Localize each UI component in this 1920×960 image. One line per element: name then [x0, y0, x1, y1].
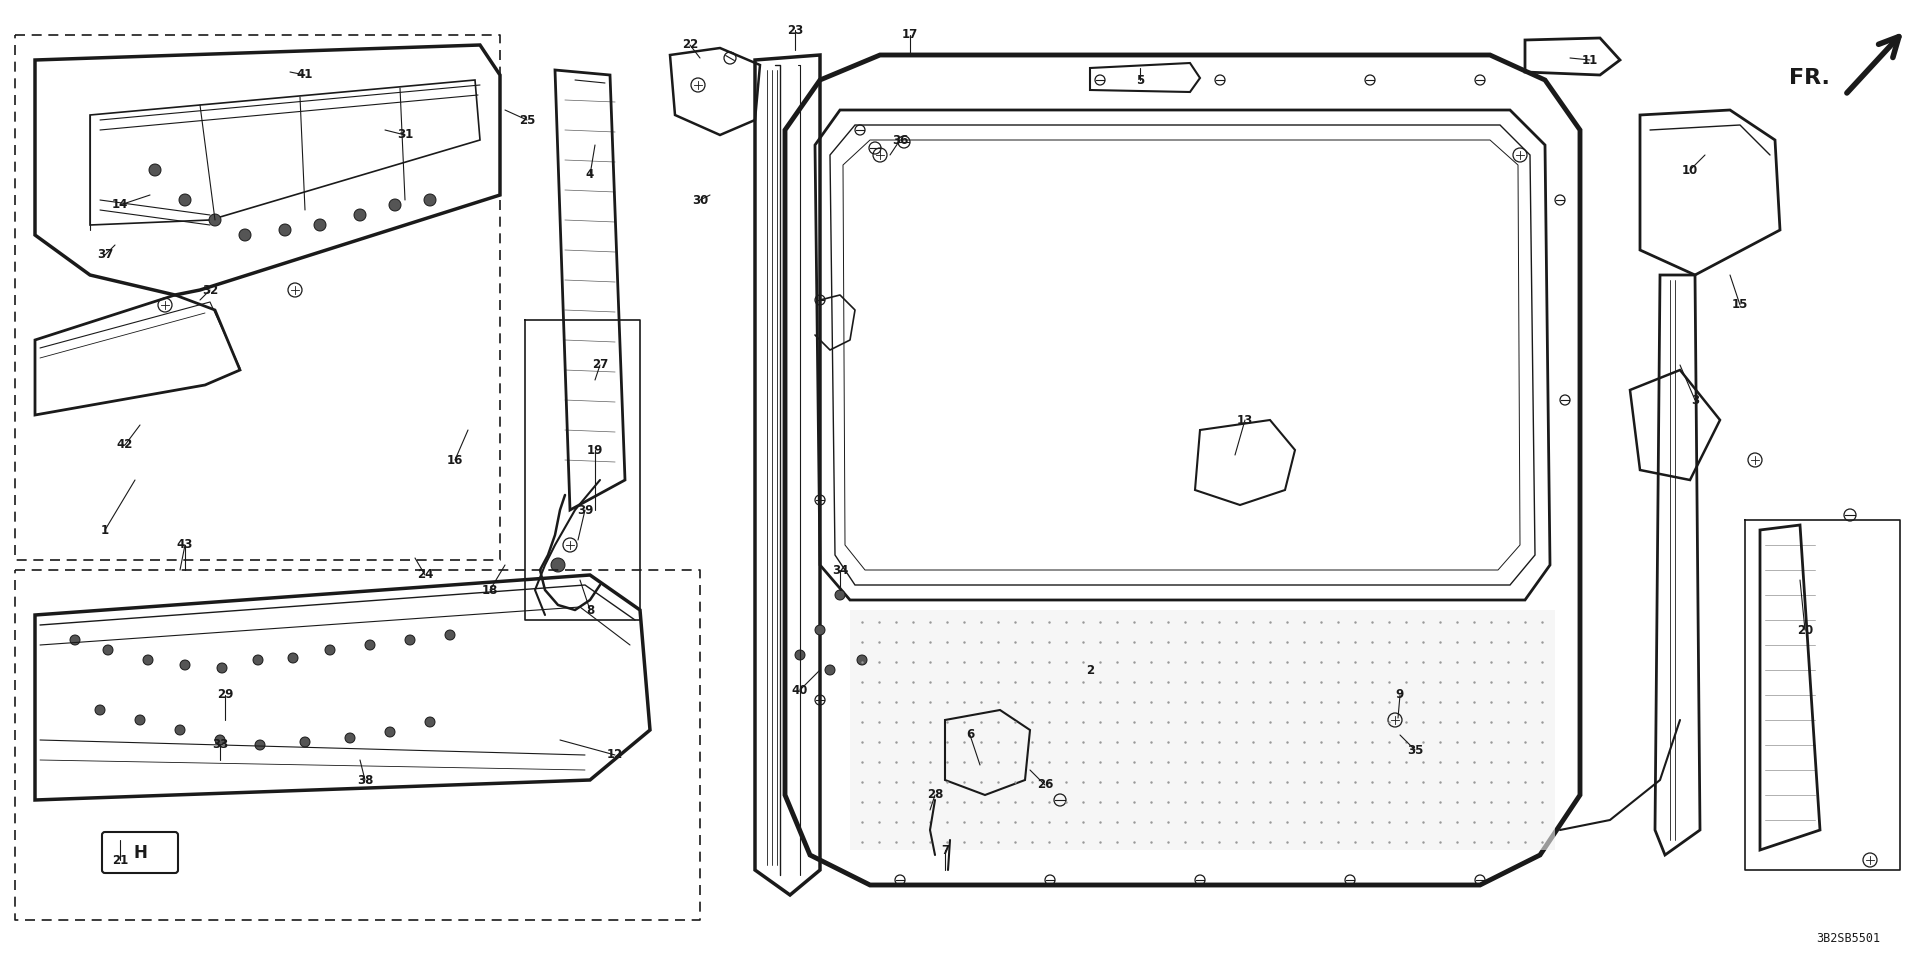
Text: 42: 42 [117, 439, 132, 451]
Circle shape [835, 590, 845, 600]
Text: 4: 4 [586, 169, 593, 181]
Text: 41: 41 [298, 68, 313, 82]
Circle shape [795, 650, 804, 660]
Text: 34: 34 [831, 564, 849, 577]
Text: 1: 1 [102, 523, 109, 537]
Circle shape [300, 737, 309, 747]
Text: 13: 13 [1236, 414, 1254, 426]
Text: 37: 37 [96, 249, 113, 261]
Circle shape [215, 735, 225, 745]
Bar [851, 610, 1555, 850]
Circle shape [324, 645, 334, 655]
Text: 12: 12 [607, 749, 624, 761]
Circle shape [424, 717, 436, 727]
Text: 27: 27 [591, 358, 609, 372]
Text: 28: 28 [927, 788, 943, 802]
Circle shape [814, 625, 826, 635]
Text: 22: 22 [682, 38, 699, 52]
Text: 43: 43 [177, 539, 194, 551]
Circle shape [209, 214, 221, 226]
Circle shape [175, 725, 184, 735]
Circle shape [179, 194, 190, 206]
Text: 10: 10 [1682, 163, 1697, 177]
Text: 38: 38 [357, 774, 372, 786]
Text: 21: 21 [111, 853, 129, 867]
Circle shape [253, 655, 263, 665]
Circle shape [104, 645, 113, 655]
Circle shape [365, 640, 374, 650]
Circle shape [217, 663, 227, 673]
Circle shape [353, 209, 367, 221]
Text: 3B2SB5501: 3B2SB5501 [1816, 931, 1880, 945]
Text: 24: 24 [417, 568, 434, 582]
Circle shape [826, 665, 835, 675]
Circle shape [255, 740, 265, 750]
Circle shape [390, 199, 401, 211]
Circle shape [180, 660, 190, 670]
Circle shape [288, 653, 298, 663]
Text: 2: 2 [1087, 663, 1094, 677]
Text: 26: 26 [1037, 779, 1054, 791]
Circle shape [856, 655, 868, 665]
Text: 23: 23 [787, 23, 803, 36]
Text: 14: 14 [111, 199, 129, 211]
Circle shape [94, 705, 106, 715]
Text: FR.: FR. [1789, 68, 1830, 88]
Circle shape [386, 727, 396, 737]
Circle shape [238, 229, 252, 241]
Text: 35: 35 [1407, 743, 1423, 756]
Text: 17: 17 [902, 29, 918, 41]
Circle shape [405, 635, 415, 645]
Circle shape [424, 194, 436, 206]
Text: 36: 36 [891, 133, 908, 147]
Text: 30: 30 [691, 194, 708, 206]
Circle shape [445, 630, 455, 640]
Text: 5: 5 [1137, 74, 1144, 86]
Circle shape [134, 715, 146, 725]
Text: 33: 33 [211, 738, 228, 752]
Text: 7: 7 [941, 844, 948, 856]
Circle shape [150, 164, 161, 176]
Text: 9: 9 [1396, 688, 1404, 702]
Circle shape [315, 219, 326, 231]
Text: 15: 15 [1732, 299, 1749, 311]
Circle shape [551, 558, 564, 572]
Text: 39: 39 [576, 503, 593, 516]
Circle shape [278, 224, 292, 236]
Text: 11: 11 [1582, 54, 1597, 66]
Text: 16: 16 [447, 453, 463, 467]
Text: H: H [132, 844, 148, 861]
Circle shape [346, 733, 355, 743]
Text: 40: 40 [791, 684, 808, 697]
Text: 8: 8 [586, 604, 593, 616]
Circle shape [69, 635, 81, 645]
Text: 18: 18 [482, 584, 497, 596]
Text: 19: 19 [588, 444, 603, 457]
Text: 29: 29 [217, 688, 232, 702]
Text: 25: 25 [518, 113, 536, 127]
Circle shape [142, 655, 154, 665]
Text: 31: 31 [397, 129, 413, 141]
Text: 32: 32 [202, 283, 219, 297]
Text: 20: 20 [1797, 623, 1812, 636]
Text: 6: 6 [966, 729, 973, 741]
Text: 3: 3 [1692, 394, 1699, 406]
